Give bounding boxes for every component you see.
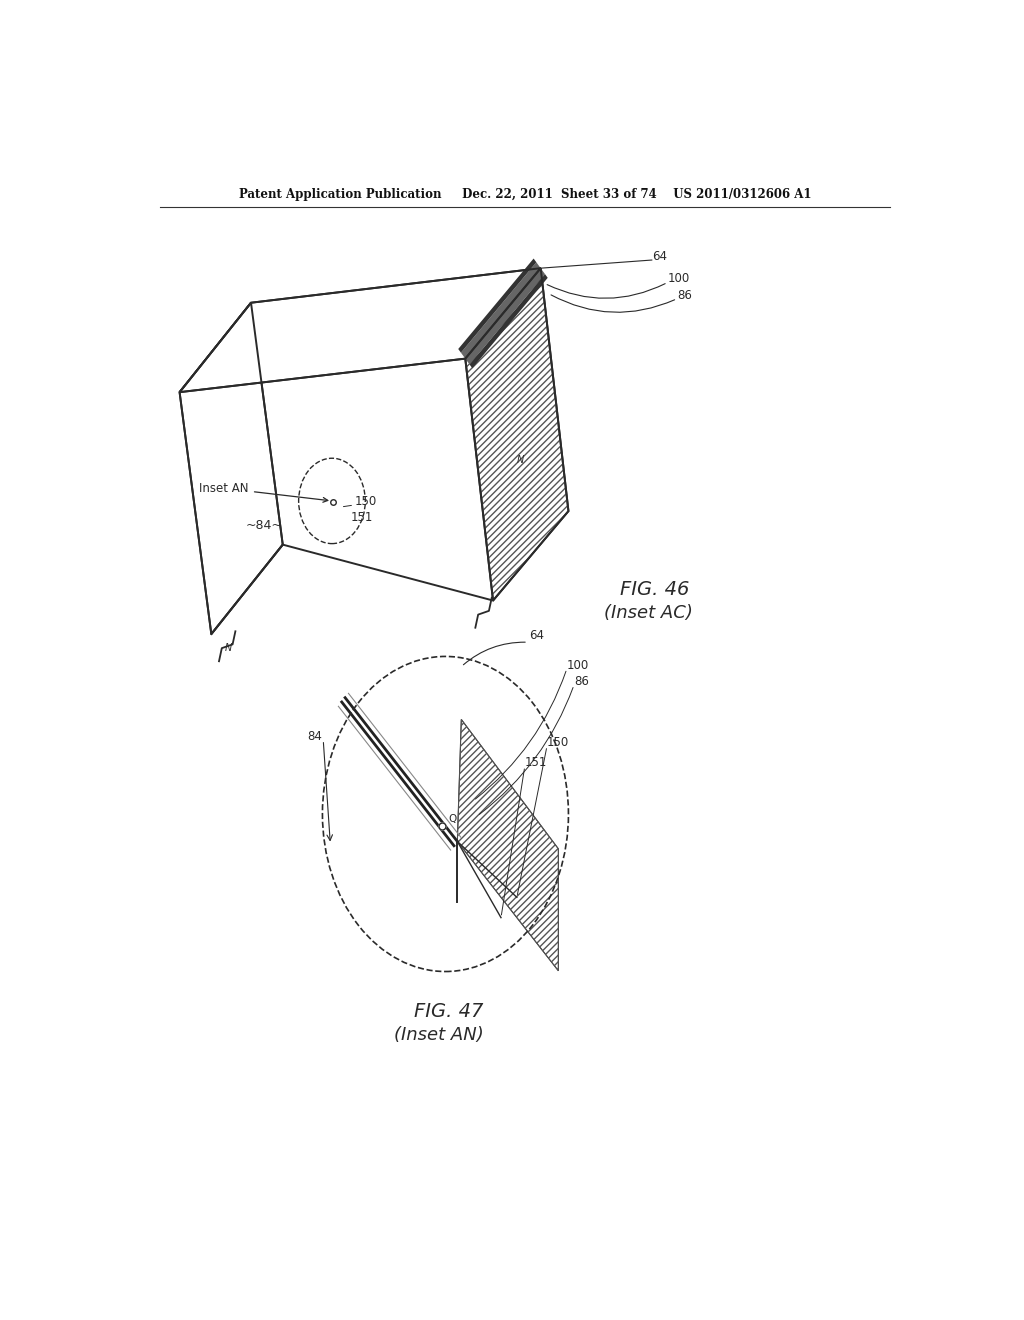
Text: FIG. 46: FIG. 46 — [620, 581, 689, 599]
Text: Q: Q — [447, 813, 457, 824]
Text: 86: 86 — [677, 289, 692, 302]
Polygon shape — [179, 268, 541, 392]
Polygon shape — [465, 268, 545, 364]
Polygon shape — [458, 259, 537, 352]
Text: N: N — [517, 455, 524, 466]
Polygon shape — [458, 719, 558, 970]
Text: 150: 150 — [547, 735, 569, 748]
Polygon shape — [461, 263, 541, 359]
Text: (Inset AC): (Inset AC) — [604, 603, 693, 622]
Text: 64: 64 — [528, 630, 544, 642]
Text: ~84~: ~84~ — [246, 519, 283, 532]
Text: N: N — [225, 643, 232, 653]
Text: Inset AN: Inset AN — [200, 482, 328, 502]
Text: 86: 86 — [574, 675, 589, 688]
Text: Patent Application Publication     Dec. 22, 2011  Sheet 33 of 74    US 2011/0312: Patent Application Publication Dec. 22, … — [239, 189, 811, 202]
Text: FIG. 47: FIG. 47 — [414, 1002, 483, 1022]
Text: 151: 151 — [350, 511, 373, 524]
Text: 150: 150 — [354, 495, 377, 508]
Polygon shape — [470, 275, 548, 368]
Polygon shape — [179, 302, 283, 634]
Polygon shape — [465, 268, 568, 601]
Text: 100: 100 — [567, 659, 589, 672]
Text: 84: 84 — [307, 730, 323, 743]
Text: 100: 100 — [668, 272, 690, 285]
Text: (Inset AN): (Inset AN) — [394, 1026, 483, 1044]
Text: 151: 151 — [524, 756, 547, 770]
Text: 64: 64 — [652, 249, 667, 263]
